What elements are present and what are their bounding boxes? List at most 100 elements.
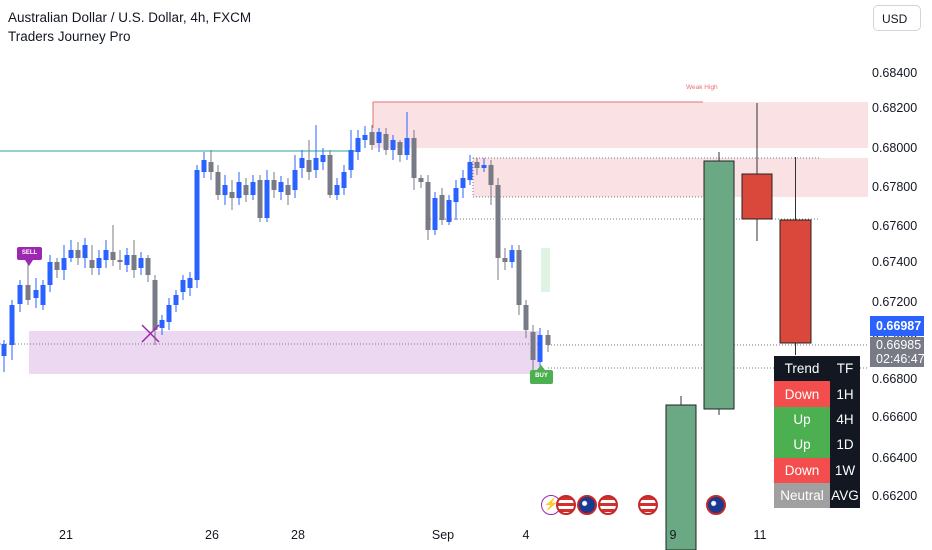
candle: [495, 178, 501, 280]
projection-box: [541, 248, 550, 292]
htf-candle: [665, 396, 697, 550]
candle: [516, 245, 522, 315]
candle: [131, 240, 137, 278]
candle: [173, 290, 179, 312]
tf-header-label: TF: [830, 356, 860, 382]
candle: [418, 175, 424, 188]
candle: [17, 280, 23, 312]
last-price-badge: 0.66985 02:46:47: [870, 337, 925, 367]
candle: [1, 340, 7, 372]
trend-row: Down 1W: [774, 457, 860, 483]
candle: [348, 130, 354, 178]
candle: [306, 140, 312, 180]
price-tick-label: 0.66800: [872, 372, 918, 386]
price-tick-label: 0.67200: [872, 295, 918, 309]
trend-row: Down 1H: [774, 381, 860, 407]
countdown-timer: 02:46:47: [876, 352, 925, 366]
candle: [545, 330, 551, 352]
price-tick-label: 0.67400: [872, 255, 918, 269]
candle: [236, 172, 242, 205]
candle: [355, 130, 361, 160]
tf-cell: AVG: [830, 482, 860, 509]
candle: [334, 178, 340, 200]
date-tick-label: 4: [522, 528, 530, 542]
price-tick-label: 0.67600: [872, 219, 918, 233]
candle: [285, 178, 291, 205]
tf-cell: 1H: [830, 381, 860, 407]
price-tick-label: 0.68200: [872, 101, 918, 115]
tf-cell: 1W: [830, 457, 860, 483]
candle: [467, 155, 473, 185]
candle: [376, 128, 382, 152]
candle: [411, 130, 417, 190]
candle: [537, 328, 543, 368]
candle: [453, 180, 459, 220]
candle: [243, 178, 249, 202]
candle: [327, 150, 333, 198]
us-flag-icon[interactable]: [556, 495, 576, 515]
date-tick-label: 11: [753, 528, 767, 542]
last-price-value: 0.66985: [876, 338, 922, 352]
au-flag-icon[interactable]: [577, 495, 597, 515]
date-tick-label: Sep: [431, 528, 455, 542]
candle: [40, 280, 46, 310]
candle: [68, 240, 74, 262]
candle: [61, 245, 67, 280]
candle: [530, 325, 536, 372]
candle: [257, 175, 263, 222]
candle: [215, 165, 221, 200]
htf-candle: [779, 157, 812, 355]
au-flag-icon[interactable]: [706, 495, 726, 515]
candle: [145, 255, 151, 282]
candle: [313, 125, 319, 178]
tf-cell: 4H: [830, 406, 860, 433]
candle: [481, 158, 487, 172]
htf-candle: [703, 152, 735, 415]
candle: [194, 165, 200, 288]
trend-cell: Up: [774, 406, 830, 433]
candle: [488, 160, 494, 205]
candle: [320, 148, 326, 170]
candle: [138, 252, 144, 275]
candle: [75, 242, 81, 265]
candle: [474, 158, 480, 175]
tf-cell: 1D: [830, 432, 860, 458]
candle: [33, 278, 39, 308]
trend-cell: Neutral: [774, 482, 830, 509]
current-price-badge: 0.66987: [870, 316, 924, 336]
price-tick-label: 0.68400: [872, 66, 918, 80]
candle: [152, 275, 158, 345]
indicator-name[interactable]: Traders Journey Pro: [8, 29, 131, 44]
symbol-title[interactable]: Australian Dollar / U.S. Dollar, 4h, FXC…: [8, 10, 252, 25]
candle: [180, 275, 186, 300]
candle: [96, 250, 102, 275]
us-flag-icon[interactable]: [638, 495, 658, 515]
date-tick-label: 21: [59, 528, 73, 542]
price-tick-label: 0.68000: [872, 141, 918, 155]
candle: [124, 248, 130, 272]
candle: [523, 300, 529, 338]
price-tick-label: 0.66600: [872, 410, 918, 424]
candle: [271, 172, 277, 198]
trend-cell: Down: [774, 381, 830, 407]
demand-zone: [29, 331, 539, 374]
us-flag-icon[interactable]: [598, 495, 618, 515]
trend-row: Up 4H: [774, 406, 860, 433]
trend-row: Neutral AVG: [774, 482, 860, 509]
trend-row: Up 1D: [774, 432, 860, 458]
candle: [47, 255, 53, 292]
supply-zone-lower: [473, 158, 868, 197]
candle: [397, 140, 403, 162]
candle: [229, 180, 235, 210]
currency-button[interactable]: USD: [873, 5, 921, 31]
candle: [159, 315, 165, 335]
candle: [187, 272, 193, 296]
date-tick-label: 9: [669, 528, 677, 542]
candle: [103, 240, 109, 268]
candle: [54, 258, 60, 278]
trend-cell: Up: [774, 432, 830, 458]
candle: [390, 135, 396, 160]
price-tick-label: 0.66400: [872, 451, 918, 465]
date-tick-label: 28: [291, 528, 305, 542]
